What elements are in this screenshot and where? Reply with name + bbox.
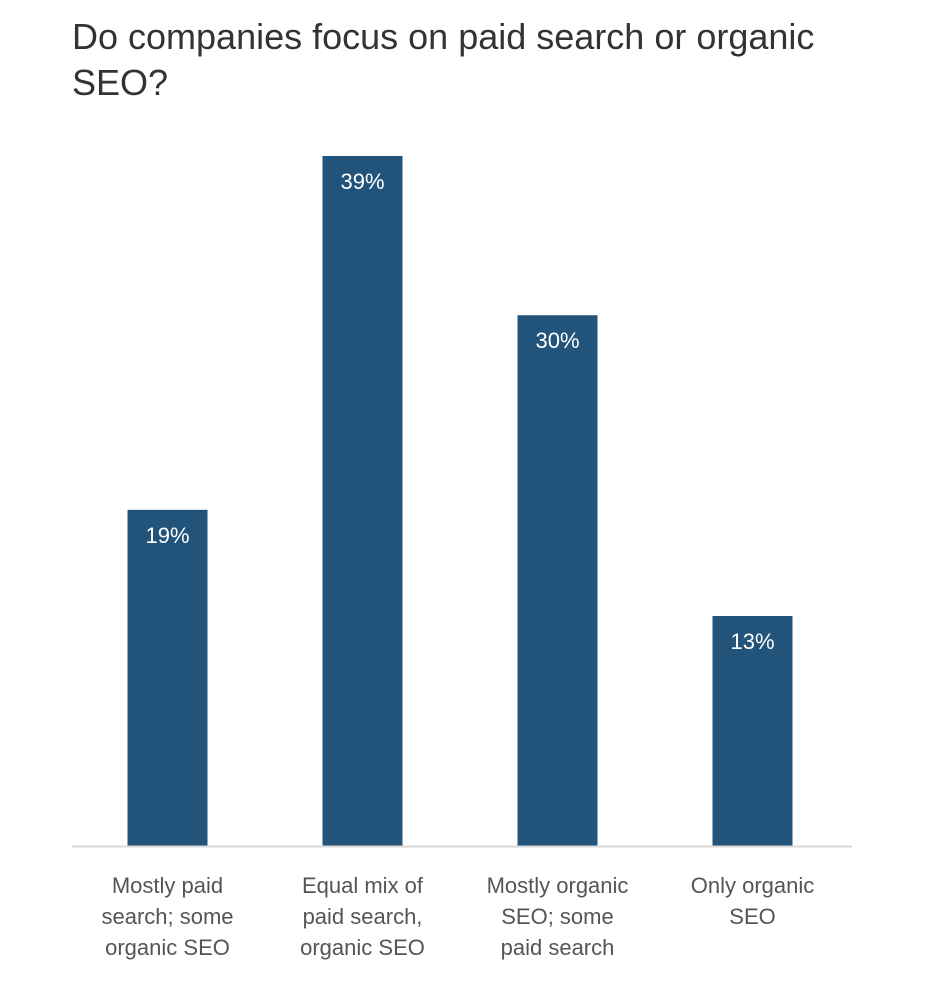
category-label: Mostly organic SEO; some paid search bbox=[487, 873, 629, 960]
bar-value-label: 39% bbox=[340, 169, 384, 194]
category-label-line: Equal mix of bbox=[302, 873, 424, 898]
category-label-line: search; some bbox=[101, 904, 233, 929]
category-label: Only organic SEO bbox=[691, 873, 815, 929]
category-label: Equal mix of paid search, organic SEO bbox=[300, 873, 425, 960]
bar-2 bbox=[322, 156, 403, 846]
category-label-line: Mostly paid bbox=[112, 873, 223, 898]
category-label-line: Only organic bbox=[691, 873, 815, 898]
category-label-line: paid search bbox=[501, 935, 615, 960]
chart-title: Do companies focus on paid search or org… bbox=[72, 16, 815, 103]
bar-value-label: 30% bbox=[535, 328, 579, 353]
category-label-line: SEO bbox=[729, 904, 775, 929]
category-label-line: organic SEO bbox=[105, 935, 230, 960]
category-label: Mostly paid search; some organic SEO bbox=[101, 873, 233, 960]
category-label-line: organic SEO bbox=[300, 935, 425, 960]
bar-1 bbox=[127, 509, 208, 846]
bar-3 bbox=[517, 315, 598, 846]
category-label-line: Mostly organic bbox=[487, 873, 629, 898]
bar-value-label: 13% bbox=[730, 629, 774, 654]
category-label-line: paid search, bbox=[303, 904, 423, 929]
bar-4 bbox=[712, 616, 793, 846]
category-label-line: SEO; some bbox=[501, 904, 613, 929]
bar-value-label: 19% bbox=[145, 523, 189, 548]
